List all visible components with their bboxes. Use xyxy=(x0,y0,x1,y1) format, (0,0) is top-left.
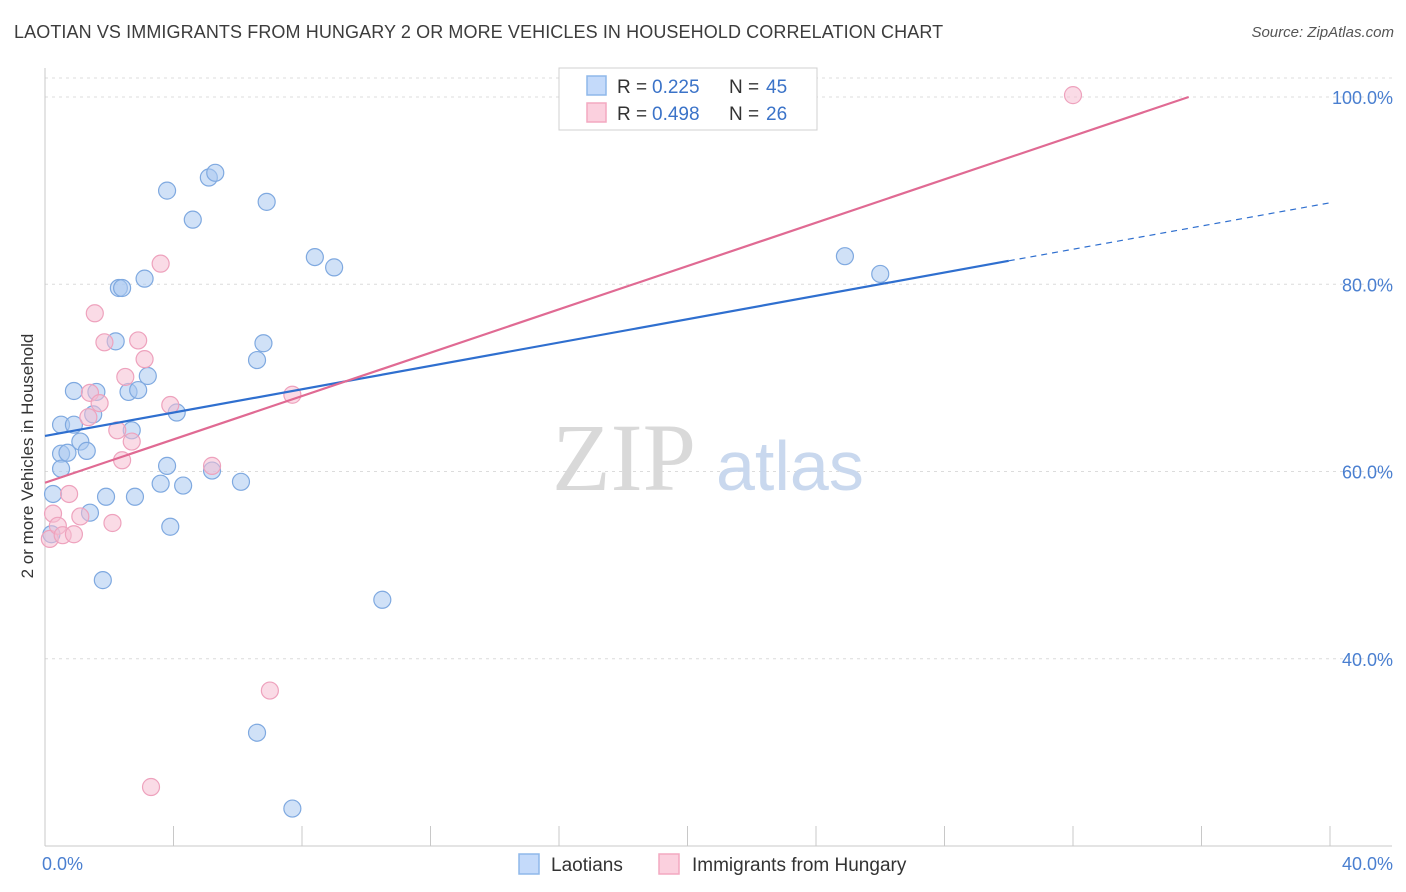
laotians-point xyxy=(305,247,324,267)
laotians-point xyxy=(96,487,116,506)
legend-r-value-laotians: 0.225 xyxy=(652,77,700,98)
laotians-point xyxy=(43,484,63,504)
laotians-point xyxy=(129,380,148,400)
laotians-point xyxy=(206,163,225,182)
hungary-point xyxy=(64,525,84,544)
stats-legend: R = 0.225 N = 45 R = 0.498 N = 26 xyxy=(558,67,818,131)
laotians-point xyxy=(231,472,251,491)
laotians-point xyxy=(135,269,154,288)
laotians-point xyxy=(871,264,890,284)
legend-n-label-hungary: N = xyxy=(729,104,759,125)
laotians-point xyxy=(247,723,267,742)
hungary-point xyxy=(79,408,98,427)
y-tick-label: 80.0% xyxy=(1342,275,1393,295)
laotians-point xyxy=(93,571,112,590)
legend-r-label-hungary: R = xyxy=(617,104,647,125)
laotians-point xyxy=(112,278,132,298)
y-tick-label: 40.0% xyxy=(1342,650,1393,670)
hungary-point xyxy=(260,681,279,700)
laotians-point xyxy=(254,334,273,353)
laotians-point xyxy=(835,247,855,266)
series-legend: Laotians Immigrants from Hungary xyxy=(518,853,907,876)
hungary-point xyxy=(71,507,90,526)
laotians-point xyxy=(283,799,302,818)
legend-n-label-laotians: N = xyxy=(729,77,759,98)
tick-labels: 40.0% 60.0% 80.0% 100.0% 0.0% 40.0% xyxy=(42,88,1393,874)
y-tick-label: 100.0% xyxy=(1332,88,1393,108)
source-label: Source: ZipAtlas.com xyxy=(1251,24,1394,41)
legend-swatch-laotians xyxy=(586,75,607,96)
laotians-point xyxy=(247,350,267,370)
watermark-atlas: atlas xyxy=(716,427,864,505)
laotians-point xyxy=(157,456,177,475)
x-tick-label-min: 0.0% xyxy=(42,854,83,874)
bottom-swatch-hungary xyxy=(658,853,680,875)
laotians-trend-line xyxy=(44,259,1009,438)
legend-swatch-hungary xyxy=(586,102,607,123)
laotians-point xyxy=(58,443,77,462)
legend-r-value-hungary: 0.498 xyxy=(652,104,700,125)
bottom-label-hungary: Immigrants from Hungary xyxy=(692,855,907,876)
hungary-point xyxy=(122,432,141,451)
hungary-point xyxy=(202,456,222,475)
laotians-point xyxy=(151,474,170,493)
hungary-point xyxy=(151,254,170,273)
laotians-point xyxy=(174,476,193,495)
x-tick-label-max: 40.0% xyxy=(1342,854,1393,874)
hungary-point xyxy=(85,304,104,323)
laotians-trend-extension xyxy=(1008,202,1331,262)
laotians-point xyxy=(325,258,344,277)
hungary-point xyxy=(129,331,148,350)
laotians-points xyxy=(42,163,890,818)
chart-title: LAOTIAN VS IMMIGRANTS FROM HUNGARY 2 OR … xyxy=(14,22,944,42)
legend-n-value-hungary: 26 xyxy=(766,104,787,125)
hungary-trend-line xyxy=(44,95,1190,484)
laotians-point xyxy=(138,366,157,386)
grid-lines xyxy=(45,77,1392,660)
hungary-point xyxy=(59,484,79,504)
trend-lines xyxy=(44,95,1331,484)
hungary-point xyxy=(135,350,154,369)
laotians-point xyxy=(161,517,180,536)
hungary-point xyxy=(90,394,109,413)
laotians-point xyxy=(77,441,96,461)
watermark-zip: ZIP xyxy=(552,404,696,511)
hungary-point xyxy=(141,777,161,797)
bottom-swatch-laotians xyxy=(518,853,540,875)
laotians-point xyxy=(157,181,177,200)
laotians-point xyxy=(373,590,392,609)
hungary-point xyxy=(1063,86,1083,105)
hungary-point xyxy=(95,333,114,352)
watermark: ZIP atlas xyxy=(552,404,864,511)
laotians-point xyxy=(183,210,202,229)
laotians-point xyxy=(125,487,145,506)
hungary-points xyxy=(40,86,1083,797)
bottom-label-laotians: Laotians xyxy=(551,855,623,876)
laotians-point xyxy=(64,381,84,401)
axes xyxy=(44,68,1392,847)
laotians-point xyxy=(257,192,276,211)
hungary-point xyxy=(116,367,135,387)
legend-n-value-laotians: 45 xyxy=(766,77,787,98)
hungary-point xyxy=(103,513,122,533)
legend-r-label-laotians: R = xyxy=(617,77,647,98)
y-tick-label: 60.0% xyxy=(1342,463,1393,483)
